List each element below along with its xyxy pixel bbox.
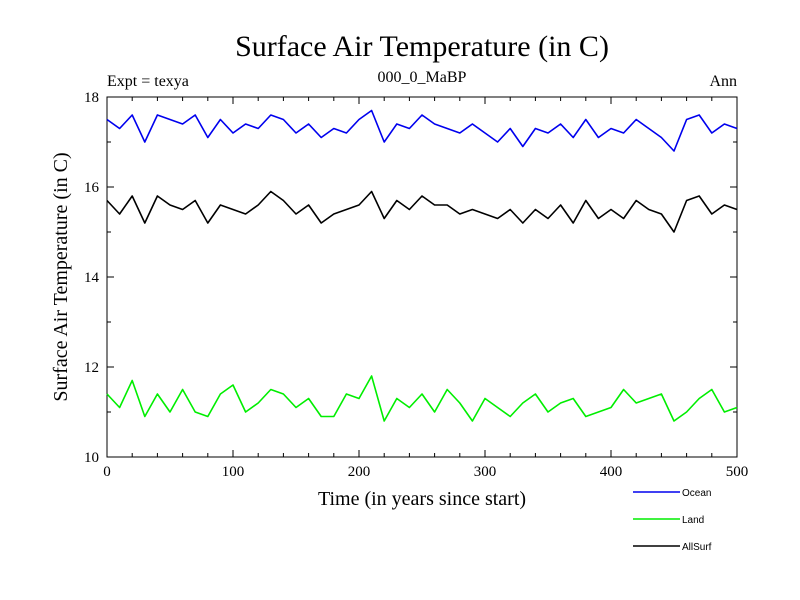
x-tick-label: 400: [600, 464, 623, 480]
y-axis-label: Surface Air Temperature (in C): [50, 152, 72, 401]
x-tick-label: 200: [348, 464, 371, 480]
plot-frame: [106, 96, 738, 458]
series-line-land: [106, 375, 738, 422]
x-tick-label: 300: [474, 464, 497, 480]
x-tick-label: 0: [103, 464, 111, 480]
y-tick-label: 18: [84, 90, 99, 106]
series-layer: [106, 109, 738, 422]
legend: Ocean Land AllSurf: [633, 488, 712, 553]
legend-label-allsurf: AllSurf: [682, 542, 712, 553]
x-tick-label: 500: [726, 464, 749, 480]
subtitle-center: 000_0_MaBP: [378, 69, 467, 86]
y-tick-label: 14: [84, 270, 100, 286]
y-tick-label: 16: [84, 180, 100, 196]
series-line-allsurf: [106, 190, 738, 233]
y-tick-label: 12: [84, 360, 99, 376]
subtitle-left: Expt = texya: [107, 73, 189, 90]
chart-title: Surface Air Temperature (in C): [235, 30, 609, 63]
x-axis-label: Time (in years since start): [318, 488, 526, 510]
axis-ticks: 0 100 200 300 400 500 10 12 14 16 18: [84, 90, 748, 480]
y-tick-label: 10: [84, 450, 99, 466]
subtitle-right: Ann: [709, 73, 737, 90]
legend-label-ocean: Ocean: [682, 488, 711, 499]
series-line-ocean: [106, 109, 738, 152]
legend-label-land: Land: [682, 515, 704, 526]
x-tick-label: 100: [222, 464, 245, 480]
